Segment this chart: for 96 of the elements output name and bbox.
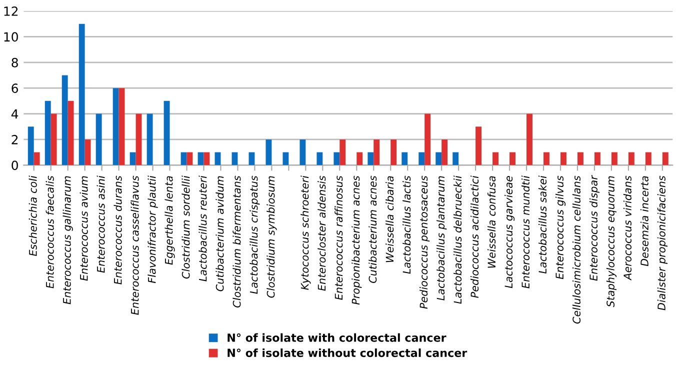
bar [164, 100, 170, 166]
x-tick-label: Lactobacillus lactis [402, 176, 411, 274]
x-tick-label: Lactobacillus crispatus [250, 176, 260, 294]
bar [204, 152, 210, 166]
x-tick-label: Cutibacterium avidum [216, 176, 224, 292]
bar [476, 126, 482, 166]
bar [334, 152, 340, 166]
legend-label: N° of isolate without colorectal cancer [228, 348, 468, 358]
bar [112, 88, 119, 166]
y-tick-label: 0 [12, 160, 18, 170]
x-tick-label: Staphylococcus equorum [606, 176, 616, 308]
y-tick-label: 10 [4, 32, 18, 42]
bar [248, 152, 255, 166]
x-tick-label: Clostridium bifermentans [232, 176, 241, 308]
x-tick-label: Propionibacterium acnes [352, 176, 362, 305]
bar [136, 114, 142, 166]
bar [68, 100, 74, 166]
legend-label: N° of isolate with colorectal cancer [228, 333, 446, 342]
bar [96, 114, 102, 166]
bar [180, 152, 187, 166]
bar [214, 152, 221, 166]
bar [368, 152, 374, 166]
x-tick-label: Enterocloster aldensis [318, 176, 326, 291]
bar [577, 152, 584, 166]
bar [544, 152, 550, 166]
x-tick-label: Lactobacillus delbrueckii [454, 176, 462, 304]
x-tick-label: Aerococcus viridans [623, 176, 632, 280]
bar [594, 152, 600, 166]
bar [282, 152, 289, 166]
y-tick-label: 12 [4, 6, 18, 16]
x-tick-label: Enterococcus asini [96, 176, 105, 273]
x-tick-label: Kytococcus schroeteri [300, 176, 311, 290]
bar [356, 152, 363, 166]
x-tick-label: Enterococcus mundtii [521, 176, 530, 288]
bar [510, 152, 516, 166]
bar [645, 152, 652, 166]
bar [662, 152, 668, 166]
x-tick-label: Lactobacillus reuteri [198, 176, 207, 282]
x-tick-label: Pediococcus pentosaceus [420, 176, 430, 309]
bar [340, 139, 346, 166]
x-tick-label: Enterococcus casseliflavus [130, 176, 139, 315]
x-tick-label: Cutibacterium acnes [368, 176, 377, 283]
bar [628, 152, 634, 166]
bar [28, 126, 34, 166]
bar [130, 152, 136, 166]
bar [146, 114, 153, 166]
x-tick-label: Weissella cibaria [386, 176, 394, 262]
bar [452, 152, 459, 166]
y-tick-label: 6 [12, 84, 18, 94]
x-tick-label: Desemzia incerta [640, 176, 648, 266]
x-tick-label: Enterococcus dispar [589, 175, 600, 281]
x-tick-label: Lactobacillus plantarum [436, 176, 447, 300]
x-tick-label: Lactococcus garvieae [504, 176, 515, 288]
x-tick-label: Clostridium sordellii [182, 176, 190, 279]
bar [316, 152, 323, 166]
x-tick-label: Eggerthella lenta [164, 176, 175, 265]
bar [390, 139, 397, 166]
x-tick-label: Clostridium symbiosum [266, 176, 277, 298]
bar [492, 152, 498, 166]
bar [442, 139, 448, 166]
x-tick-label: Pediococcus acidilactici [470, 176, 479, 298]
bar [526, 114, 532, 166]
bar [418, 152, 425, 166]
y-tick-label: 8 [12, 58, 18, 68]
bar [78, 24, 85, 166]
bar [300, 139, 306, 166]
bar [402, 152, 408, 166]
x-tick-label: Dialister propionicifaciens [657, 176, 668, 310]
y-tick-label: 2 [12, 134, 18, 144]
bar [374, 139, 380, 166]
x-tick-label: Enterococcus raffinosus [334, 176, 343, 300]
bar [186, 152, 193, 166]
bar [50, 114, 57, 166]
bar [560, 152, 566, 166]
x-tick-label: Lactobacillus sakei [538, 176, 547, 274]
bar [118, 88, 125, 166]
x-tick-label: Weissella confusa [488, 176, 496, 268]
x-tick-label: Cellulosimicrobium cellulans [572, 176, 581, 324]
x-tick-label: Enterococcus gilvus [555, 176, 566, 280]
x-tick-label: Enterococcus gallinarum [62, 176, 73, 304]
bar [84, 139, 91, 166]
x-tick-label: Flavonifractor plautii [148, 176, 158, 284]
bar [232, 152, 238, 166]
bar [34, 152, 40, 166]
bar [44, 100, 51, 166]
x-tick-label: Escherichia coli [28, 176, 37, 256]
bar [62, 75, 68, 166]
bar [198, 152, 204, 166]
bar [266, 139, 272, 166]
bar [611, 152, 618, 166]
y-tick-label: 4 [11, 109, 18, 119]
x-tick-label: Enterococcus durans [114, 176, 122, 284]
x-tick-label: Enterococcus avium [80, 176, 88, 281]
x-tick-label: Enterococcus faecalis [46, 176, 54, 288]
bar [436, 152, 442, 166]
bar [424, 114, 431, 166]
